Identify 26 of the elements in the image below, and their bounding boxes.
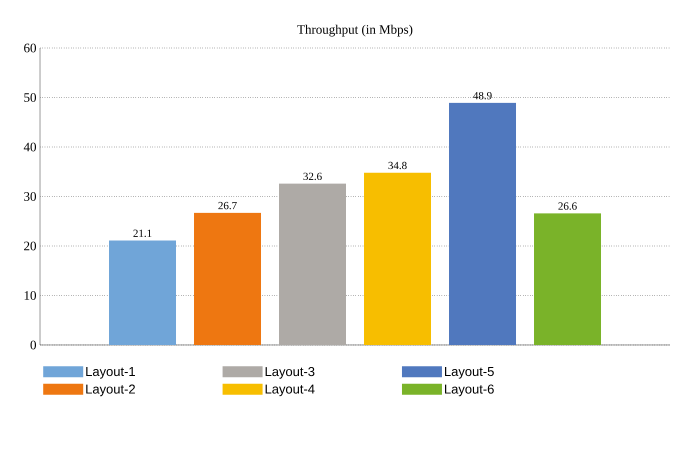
data-label: 34.8 [388,162,407,170]
y-tick-label: 0 [30,340,36,350]
bar [109,240,176,345]
bar [364,172,432,345]
y-tick-label: 40 [24,142,36,152]
data-label: 26.6 [558,202,577,210]
data-label: 21.1 [133,230,152,238]
legend-label: Layout-4 [266,384,315,396]
data-label: 26.7 [218,202,237,210]
bar [449,102,516,345]
bar [194,212,262,345]
y-tick-label: 30 [24,192,36,201]
data-label: 48.9 [473,92,492,100]
chart-title: Throughput (in Mbps) [297,24,412,36]
bar [534,213,602,345]
y-tick-label: 60 [24,44,36,52]
bar [279,184,346,345]
legend-label: Layout-2 [86,384,135,396]
legend-label: Layout-6 [445,384,494,396]
data-label: 32.6 [303,172,322,180]
y-tick-label: 10 [24,291,36,300]
legend-label: Layout-3 [266,366,314,379]
legend-label: Layout-5 [445,367,494,379]
legend-label: Layout-1 [86,367,135,379]
y-tick-label: 20 [24,242,36,250]
y-tick-label: 50 [24,93,36,102]
